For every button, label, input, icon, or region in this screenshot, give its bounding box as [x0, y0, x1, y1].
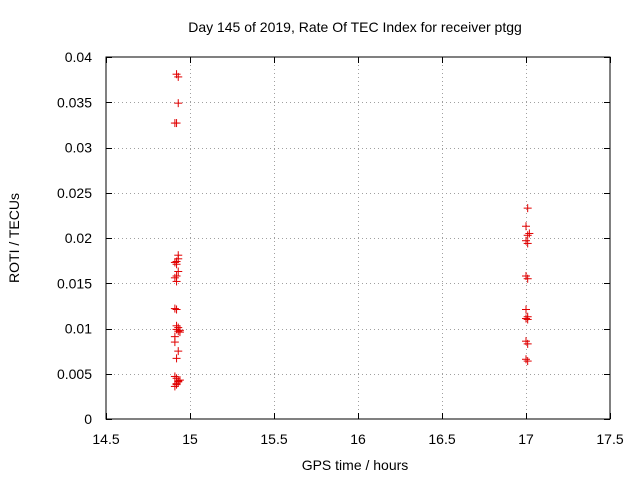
- data-point: [170, 382, 179, 391]
- y-axis-label: ROTI / TECUs: [6, 193, 22, 283]
- data-point: [522, 305, 530, 314]
- data-point: [525, 229, 534, 238]
- y-tick-label: 0: [84, 411, 92, 427]
- x-tick-label: 17: [518, 431, 534, 447]
- data-point: [523, 204, 532, 213]
- data-point: [170, 258, 179, 267]
- data-point: [523, 315, 532, 324]
- y-tick-labels: 0 0.005 0.01 0.015 0.02 0.025 0.03 0.035 0.04: [57, 49, 92, 427]
- y-tick-label: 0.02: [65, 230, 92, 246]
- data-point: [523, 339, 532, 348]
- data-point: [522, 314, 530, 323]
- data-point: [170, 273, 179, 282]
- axis-ticks: [106, 57, 611, 420]
- y-tick-label: 0.01: [65, 321, 92, 337]
- data-point: [523, 231, 532, 240]
- y-tick-label: 0.035: [57, 94, 92, 110]
- data-point: [172, 354, 181, 363]
- data-point: [523, 239, 532, 248]
- y-tick-label: 0.025: [57, 185, 92, 201]
- x-tick-label: 17.5: [596, 431, 623, 447]
- data-point: [523, 274, 532, 283]
- x-tick-label: 15.5: [260, 431, 287, 447]
- data-point: [170, 338, 179, 347]
- x-tick-label: 16: [350, 431, 366, 447]
- data-point: [175, 376, 184, 385]
- data-point: [172, 277, 181, 286]
- data-point: [172, 380, 181, 389]
- y-tick-label: 0.015: [57, 275, 92, 291]
- data-point: [172, 119, 181, 128]
- data-point: [174, 72, 183, 81]
- chart-title: Day 145 of 2019, Rate Of TEC Index for r…: [188, 19, 522, 35]
- x-tick-label: 16.5: [428, 431, 455, 447]
- x-tick-label: 15: [182, 431, 198, 447]
- data-point: [174, 347, 183, 356]
- data-point: [522, 355, 530, 364]
- y-tick-label: 0.04: [65, 49, 92, 65]
- x-axis-label: GPS time / hours: [302, 457, 409, 473]
- data-point: [174, 99, 183, 108]
- y-tick-label: 0.03: [65, 140, 92, 156]
- data-point: [170, 304, 179, 313]
- data-point: [174, 267, 183, 276]
- data-markers: [170, 70, 534, 391]
- data-point: [172, 305, 181, 314]
- y-tick-label: 0.005: [57, 366, 92, 382]
- data-point: [523, 357, 532, 366]
- data-point: [522, 222, 530, 231]
- x-tick-label: 14.5: [92, 431, 119, 447]
- data-point: [170, 372, 179, 381]
- data-point: [174, 327, 183, 336]
- grid-lines: [106, 57, 610, 419]
- data-point: [175, 328, 184, 337]
- data-point: [172, 260, 181, 269]
- x-tick-labels: 14.5 15 15.5 16 16.5 17 17.5: [92, 431, 623, 447]
